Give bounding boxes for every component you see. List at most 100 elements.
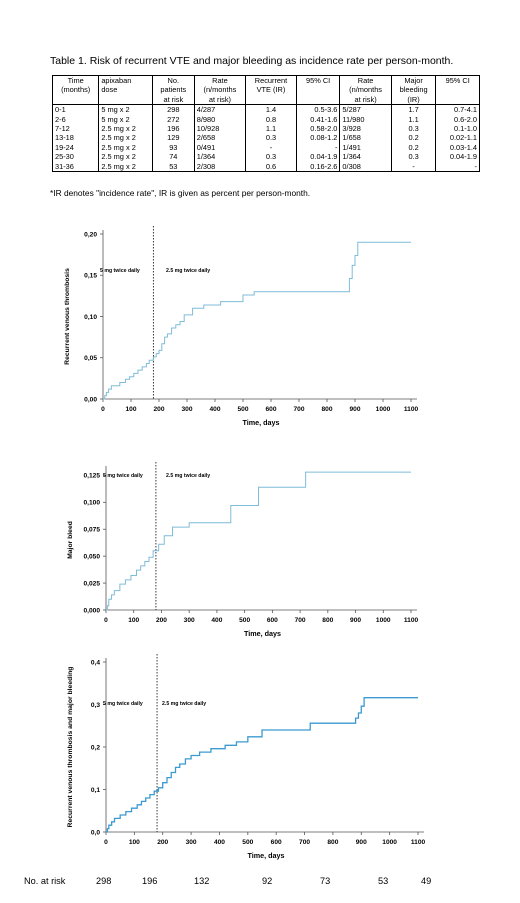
dose-annotation: 5 mg twice daily — [100, 268, 140, 274]
table-cell: - — [245, 142, 297, 153]
x-tick-label: 500 — [242, 839, 253, 846]
table-cell: 2-6 — [51, 114, 99, 125]
dose-annotation: 2.5 mg twice daily — [162, 701, 206, 707]
x-tick-label: 1000 — [376, 617, 391, 624]
table-header-cell: at risk — [151, 94, 195, 106]
table-cell: 0.41-1.6 — [295, 114, 340, 125]
table-cell: 1/491 — [339, 142, 392, 153]
table-header-cell — [51, 94, 99, 106]
table-header-cell: 95% CI — [435, 75, 480, 86]
table-cell: 10/928 — [193, 124, 246, 134]
at-risk-value: 298 — [96, 876, 112, 886]
table-header-cell: 95% CI — [295, 75, 340, 86]
table-header-cell — [245, 94, 297, 106]
table-cell: 0.2 — [390, 142, 436, 153]
x-tick-label: 700 — [295, 617, 306, 624]
table-row: 2-6 5 mg x 2 272 8/980 0.8 0.41-1.6 11/980 1.1 0… — [51, 114, 480, 125]
x-tick-label: 300 — [186, 839, 197, 846]
y-tick-label: 0,1 — [91, 787, 100, 794]
table-header-cell: apixaban — [98, 75, 153, 86]
table-cell: 0-1 — [51, 104, 99, 115]
table-header-cell: at risk) — [193, 94, 246, 106]
table-header-cell: at risk) — [339, 94, 392, 106]
table-header-cell — [295, 85, 340, 95]
table-cell: 0.04-1.9 — [435, 152, 480, 162]
x-tick-label: 400 — [214, 839, 225, 846]
table-cell: 2.5 mg x 2 — [98, 133, 153, 143]
table-cell: 1.4 — [245, 104, 297, 115]
table-cell: 74 — [151, 152, 195, 162]
x-tick-label: 300 — [184, 617, 195, 624]
table-row: 7-12 2.5 mg x 2 196 10/928 1.1 0.58-2.0 3/928 0… — [51, 124, 480, 134]
y-tick-label: 0,050 — [83, 553, 100, 560]
km-curve — [106, 697, 418, 833]
table-header-cell: dose — [98, 85, 153, 95]
x-tick-label: 0 — [101, 406, 105, 413]
x-tick-label: 100 — [128, 617, 139, 624]
dose-annotation: 2.5 mg twice daily — [166, 268, 210, 274]
x-tick-label: 400 — [211, 617, 222, 624]
table-cell: 0.08-1.2 — [295, 133, 340, 143]
table-header-cell — [98, 94, 153, 106]
table-header-cell: (n/months — [193, 85, 246, 95]
x-tick-label: 900 — [356, 839, 367, 846]
dose-annotation: 5 mg twice daily — [103, 473, 143, 479]
table-header-cell: bleeding — [390, 85, 436, 95]
table-cell: 2/658 — [193, 133, 246, 143]
x-tick-label: 500 — [237, 406, 248, 413]
x-tick-label: 1000 — [382, 839, 397, 846]
x-tick-label: 1100 — [411, 839, 426, 846]
table-header-cell: No. — [151, 75, 195, 86]
x-tick-label: 600 — [265, 406, 276, 413]
km-curve — [106, 471, 411, 611]
y-axis-label: Recurrent venous thrombosis — [64, 268, 71, 365]
x-tick-label: 0 — [104, 617, 108, 624]
table-cell: 1.7 — [390, 104, 436, 115]
at-risk-value: 49 — [421, 876, 432, 886]
table-cell: 0.16-2.6 — [295, 161, 340, 173]
table-cell: 1/658 — [339, 133, 392, 143]
table-cell: 0.04-1.9 — [295, 152, 340, 162]
at-risk-label: No. at risk — [24, 876, 66, 886]
dose-annotation: 5 mg twice daily — [103, 701, 143, 707]
x-axis-label: Time, days — [242, 418, 279, 427]
table-cell: 13-18 — [51, 133, 99, 143]
y-tick-label: 0,3 — [91, 702, 100, 709]
chart-vte-and-bleeding: 0 100 200 300 400 500 600 700 800 900 1000 1100 0,0 0… — [67, 654, 426, 860]
table-cell: 11/980 — [339, 114, 392, 125]
x-tick-label: 1100 — [404, 406, 419, 413]
x-tick-label: 600 — [271, 839, 282, 846]
table-cell: 0/491 — [193, 142, 246, 153]
table-cell: 2.5 mg x 2 — [98, 124, 153, 134]
table-cell: 0.5-3.6 — [295, 104, 340, 115]
x-tick-label: 700 — [299, 839, 310, 846]
table-header-cell — [435, 85, 480, 95]
table-cell: 5/287 — [339, 104, 392, 115]
table-cell: 7-12 — [51, 124, 99, 134]
x-tick-label: 800 — [327, 839, 338, 846]
table-cell: 0.3 — [390, 152, 436, 162]
x-tick-label: 100 — [125, 406, 136, 413]
table-cell: 1.1 — [390, 114, 436, 125]
table-cell: 4/287 — [193, 104, 246, 115]
table-header-cell: Major — [390, 75, 436, 86]
at-risk-value: 196 — [142, 876, 158, 886]
chart-major-bleed: 0 100 200 300 400 500 600 700 800 900 1000 1100 0,00… — [67, 462, 418, 638]
table-cell: 0.3 — [245, 133, 297, 143]
table-cell: - — [295, 142, 340, 153]
table-cell: 129 — [151, 133, 195, 143]
table-cell: 2.5 mg x 2 — [98, 152, 153, 162]
x-tick-label: 400 — [209, 406, 220, 413]
table-header-cell: (IR) — [390, 94, 436, 106]
table-cell: 3/928 — [339, 124, 392, 134]
y-tick-label: 0,05 — [84, 355, 97, 362]
table-row: 13-18 2.5 mg x 2 129 2/658 0.3 0.08-1.2 1/658 0… — [51, 133, 480, 143]
at-risk-value: 132 — [194, 876, 210, 886]
table-cell: 2.5 mg x 2 — [98, 142, 153, 153]
table-cell: 0.8 — [245, 114, 297, 125]
table-cell: 5 mg x 2 — [98, 114, 153, 125]
y-tick-label: 0,20 — [84, 231, 97, 238]
x-tick-label: 0 — [104, 839, 108, 846]
at-risk-value: 92 — [262, 876, 273, 886]
dose-annotation: 2.5 mg twice daily — [166, 473, 210, 479]
